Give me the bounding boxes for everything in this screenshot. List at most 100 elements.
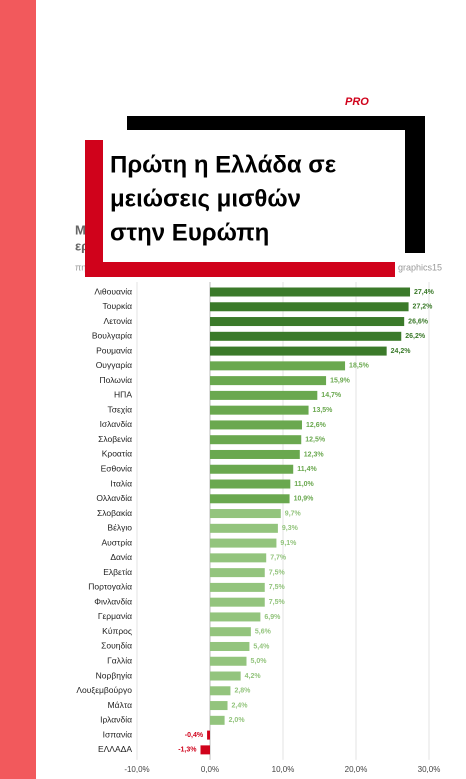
value-label: 9,1% — [280, 540, 297, 547]
x-tick-label: 30,0% — [418, 765, 441, 774]
chart: -10,0% 0,0% 10,0% 20,0% 30,0% Λιθουανία 27,4% Τ… — [76, 282, 440, 774]
y-tick-label: ΗΠΑ — [114, 390, 132, 400]
bar — [210, 287, 411, 297]
frame-bottom — [85, 262, 395, 277]
y-tick-label: Ρουμανία — [96, 345, 132, 355]
bar — [210, 715, 225, 725]
value-label: 9,3% — [282, 525, 299, 532]
bar — [210, 641, 250, 651]
y-tick-label: ΕΛΛΑΔΑ — [98, 744, 132, 754]
frame-left — [85, 140, 103, 277]
y-tick-label: Μάλτα — [108, 700, 132, 710]
y-tick-label: Ουγγαρία — [96, 360, 132, 370]
value-label: 7,7% — [270, 555, 287, 562]
bar — [210, 449, 300, 459]
value-label: 13,5% — [313, 407, 334, 414]
y-tick-label: Ισλανδία — [100, 419, 133, 429]
y-tick-label: Τουρκία — [102, 301, 132, 311]
x-tick-label: 10,0% — [272, 765, 295, 774]
headline-line: στην Ευρώπη — [110, 219, 269, 246]
y-tick-label: Σουηδία — [101, 641, 132, 651]
y-tick-label: Γαλλία — [107, 656, 132, 666]
y-tick-label: Φινλανδία — [94, 596, 132, 606]
y-tick-label: Λιθουανία — [94, 286, 132, 296]
bar — [210, 435, 302, 445]
y-tick-label: Εσθονία — [101, 463, 133, 473]
y-tick-label: Λουξεμβούργο — [76, 685, 132, 695]
value-label: 11,4% — [297, 466, 317, 473]
x-tick-label: 20,0% — [345, 765, 368, 774]
y-tick-label: Λετονία — [104, 316, 133, 326]
y-tick-label: Τσεχία — [107, 404, 132, 414]
value-label: 11,0% — [294, 481, 314, 488]
frame-right — [405, 116, 425, 253]
bar — [210, 420, 302, 430]
bar — [210, 390, 318, 400]
bar — [210, 317, 405, 327]
bar — [210, 405, 309, 415]
value-label: 2,4% — [232, 702, 249, 709]
headline-line: Πρώτη η Ελλάδα σε — [110, 151, 336, 178]
x-tick-label: -10,0% — [124, 765, 149, 774]
bar — [210, 568, 265, 578]
bar — [210, 361, 346, 371]
y-tick-label: Ιρλανδία — [100, 715, 132, 725]
y-tick-label: Νορβηγία — [96, 670, 132, 680]
y-tick-label: Ελβετία — [103, 567, 132, 577]
y-tick-label: Κύπρος — [102, 626, 132, 636]
bar — [210, 686, 231, 696]
value-label: 14,7% — [321, 392, 342, 399]
bar — [210, 331, 402, 341]
y-tick-label: Κροατία — [102, 449, 132, 459]
bar — [210, 376, 327, 386]
value-label: 26,2% — [405, 333, 426, 340]
y-tick-label: Ισπανία — [103, 729, 132, 739]
bg-source-fragment: πη — [75, 262, 86, 272]
bar — [210, 627, 251, 637]
x-tick-label: 0,0% — [201, 765, 219, 774]
value-label: 2,8% — [234, 688, 251, 695]
value-label: 10,9% — [294, 496, 315, 503]
y-tick-label: Βουλγαρία — [92, 331, 132, 341]
y-tick-label: Βέλγιο — [107, 523, 132, 533]
value-label: 26,6% — [408, 318, 429, 325]
value-label: -0,4% — [185, 732, 204, 739]
value-label: 6,9% — [264, 614, 281, 621]
value-label: 12,6% — [306, 422, 327, 429]
bar — [210, 656, 247, 666]
value-label: 15,9% — [330, 377, 351, 384]
value-label: 24,2% — [391, 348, 412, 355]
value-label: 5,4% — [253, 643, 270, 650]
bar — [210, 479, 291, 489]
bar — [210, 612, 261, 622]
bar — [210, 701, 228, 711]
value-label: 27,4% — [414, 289, 435, 296]
value-label: 4,2% — [245, 673, 262, 680]
headline-line: μειώσεις μισθών — [110, 185, 301, 212]
value-label: 27,2% — [413, 304, 434, 311]
bar — [210, 509, 281, 519]
bar — [207, 730, 210, 740]
y-tick-label: Πολωνία — [99, 375, 132, 385]
value-label: 18,5% — [349, 363, 370, 370]
y-tick-label: Σλοβενία — [98, 434, 132, 444]
value-label: 7,5% — [269, 599, 286, 606]
y-tick-label: Γερμανία — [98, 611, 132, 621]
bg-source-fragment: graphics15 — [398, 262, 442, 272]
value-label: -1,3% — [178, 747, 197, 754]
bar — [210, 494, 290, 504]
y-tick-label: Πορτογαλία — [88, 582, 132, 592]
bar — [210, 553, 267, 563]
bar — [210, 538, 277, 548]
bg-title-fragment: M — [75, 222, 86, 237]
value-label: 7,5% — [269, 569, 286, 576]
headline-box — [85, 140, 395, 262]
value-label: 7,5% — [269, 584, 286, 591]
value-label: 9,7% — [285, 510, 302, 517]
y-tick-label: Ολλανδία — [96, 493, 132, 503]
value-label: 12,5% — [305, 437, 326, 444]
value-label: 5,6% — [255, 629, 272, 636]
bar — [200, 745, 210, 755]
